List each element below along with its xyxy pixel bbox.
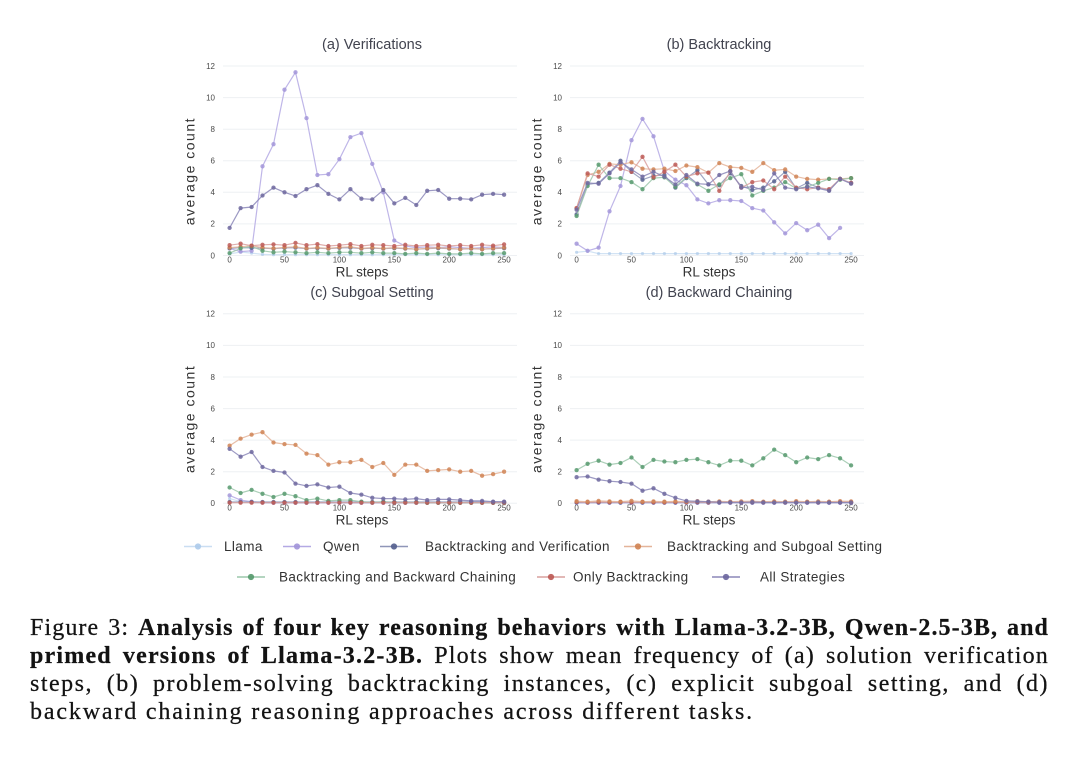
svg-text:average count: average count [182, 117, 198, 225]
svg-text:RL steps: RL steps [683, 265, 736, 280]
svg-text:RL steps: RL steps [336, 512, 389, 527]
svg-text:0: 0 [227, 504, 232, 513]
svg-text:2: 2 [211, 468, 216, 477]
svg-text:Backtracking and Subgoal Setti: Backtracking and Subgoal Setting [667, 539, 882, 554]
svg-text:250: 250 [844, 504, 858, 513]
svg-text:250: 250 [844, 256, 858, 265]
svg-text:0: 0 [558, 251, 563, 260]
svg-text:2: 2 [558, 220, 563, 229]
svg-text:100: 100 [680, 504, 694, 513]
svg-text:8: 8 [558, 125, 563, 134]
svg-text:10: 10 [553, 93, 562, 102]
svg-text:All Strategies: All Strategies [760, 570, 845, 585]
svg-text:0: 0 [211, 499, 216, 508]
svg-text:Backtracking and Verification: Backtracking and Verification [425, 539, 610, 554]
svg-text:10: 10 [553, 341, 562, 350]
svg-text:200: 200 [443, 256, 457, 265]
svg-text:200: 200 [790, 504, 804, 513]
svg-text:6: 6 [558, 157, 563, 166]
svg-text:10: 10 [206, 341, 215, 350]
svg-text:150: 150 [735, 256, 749, 265]
svg-text:12: 12 [206, 62, 215, 71]
svg-text:100: 100 [333, 256, 347, 265]
svg-text:2: 2 [558, 468, 563, 477]
svg-text:8: 8 [211, 373, 216, 382]
svg-text:6: 6 [558, 404, 563, 413]
svg-text:100: 100 [333, 504, 347, 513]
svg-text:0: 0 [574, 256, 579, 265]
svg-text:4: 4 [211, 188, 216, 197]
svg-text:200: 200 [443, 504, 457, 513]
svg-text:6: 6 [211, 157, 216, 166]
svg-text:250: 250 [497, 256, 511, 265]
svg-text:12: 12 [553, 62, 562, 71]
svg-text:4: 4 [558, 436, 563, 445]
svg-text:50: 50 [627, 256, 636, 265]
svg-text:150: 150 [388, 256, 402, 265]
svg-text:12: 12 [206, 310, 215, 319]
svg-text:(c) Subgoal Setting: (c) Subgoal Setting [310, 285, 433, 301]
svg-text:average count: average count [182, 365, 198, 473]
svg-text:100: 100 [680, 256, 694, 265]
svg-text:0: 0 [211, 251, 216, 260]
svg-text:10: 10 [206, 93, 215, 102]
svg-text:150: 150 [388, 504, 402, 513]
svg-text:RL steps: RL steps [683, 512, 736, 527]
svg-text:50: 50 [627, 504, 636, 513]
svg-text:average count: average count [529, 117, 545, 225]
svg-text:12: 12 [553, 310, 562, 319]
svg-text:0: 0 [227, 256, 232, 265]
svg-text:0: 0 [558, 499, 563, 508]
svg-text:250: 250 [497, 504, 511, 513]
svg-text:(b) Backtracking: (b) Backtracking [667, 37, 772, 53]
svg-text:2: 2 [211, 220, 216, 229]
svg-text:50: 50 [280, 504, 289, 513]
svg-text:Only Backtracking: Only Backtracking [573, 570, 689, 585]
svg-text:150: 150 [735, 504, 749, 513]
svg-text:0: 0 [574, 504, 579, 513]
svg-text:Backtracking and Backward Chai: Backtracking and Backward Chaining [279, 570, 516, 585]
svg-text:4: 4 [211, 436, 216, 445]
svg-text:4: 4 [558, 188, 563, 197]
svg-text:average count: average count [529, 365, 545, 473]
svg-text:8: 8 [558, 373, 563, 382]
svg-text:200: 200 [790, 256, 804, 265]
svg-text:RL steps: RL steps [336, 265, 389, 280]
svg-text:(d) Backward Chaining: (d) Backward Chaining [646, 285, 793, 301]
svg-text:Llama: Llama [224, 539, 263, 554]
svg-text:50: 50 [280, 256, 289, 265]
svg-text:8: 8 [211, 125, 216, 134]
svg-text:(a) Verifications: (a) Verifications [322, 37, 422, 53]
svg-text:6: 6 [211, 404, 216, 413]
svg-text:Qwen: Qwen [323, 539, 360, 554]
